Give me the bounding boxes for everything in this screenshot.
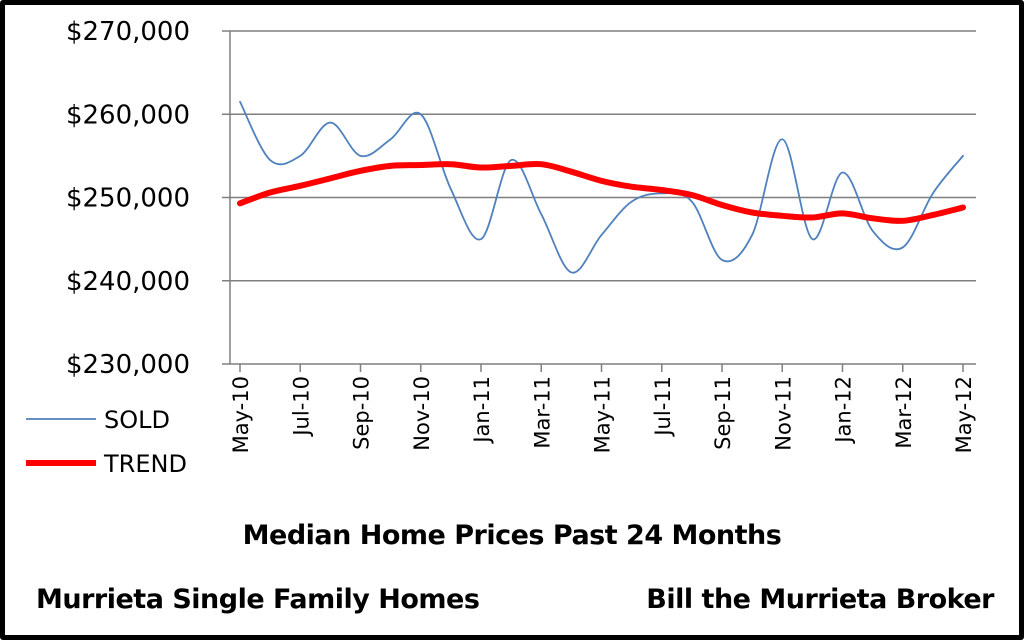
x-tick-label: Jan-11	[470, 376, 494, 445]
x-tick-label: Mar-12	[892, 376, 916, 449]
legend: SOLD TREND	[26, 406, 187, 478]
legend-label-sold: SOLD	[104, 406, 170, 434]
y-tick-label: $270,000	[66, 17, 190, 47]
x-tick-label: May-10	[229, 376, 253, 453]
y-tick-label: $230,000	[66, 350, 190, 380]
x-tick-label: May-11	[591, 376, 615, 453]
chart-title: Median Home Prices Past 24 Months	[242, 520, 782, 551]
subtitle-author: Bill the Murrieta Broker	[646, 584, 994, 615]
legend-label-trend: TREND	[103, 450, 187, 478]
x-tick-label: Jan-12	[832, 376, 856, 445]
series-line-trend	[237, 160, 966, 224]
series-line-sold	[239, 100, 964, 274]
series-lines	[237, 100, 966, 274]
x-tick-label: Jul-10	[289, 376, 313, 438]
x-tick-label: Jul-11	[651, 376, 675, 438]
x-tick-label: Nov-10	[410, 376, 434, 451]
y-tick-label: $250,000	[66, 184, 190, 214]
x-tick-label: May-12	[952, 376, 976, 453]
y-tick-label: $260,000	[66, 100, 190, 130]
axes	[222, 30, 976, 372]
x-tick-label: Sep-10	[350, 376, 374, 450]
x-tick-label: Sep-11	[711, 376, 735, 450]
gridlines	[230, 30, 976, 282]
y-tick-label: $240,000	[66, 267, 190, 297]
x-tick-label: Mar-11	[530, 376, 554, 449]
x-tick-labels: May-10 Jul-10 Sep-10 Nov-10 Jan-11 Mar-11 May-…	[229, 376, 976, 453]
subtitle-location: Murrieta Single Family Homes	[36, 584, 480, 615]
y-tick-labels: $230,000 $240,000 $250,000 $260,000 $270,000	[66, 17, 190, 380]
x-tick-label: Nov-11	[771, 376, 795, 451]
